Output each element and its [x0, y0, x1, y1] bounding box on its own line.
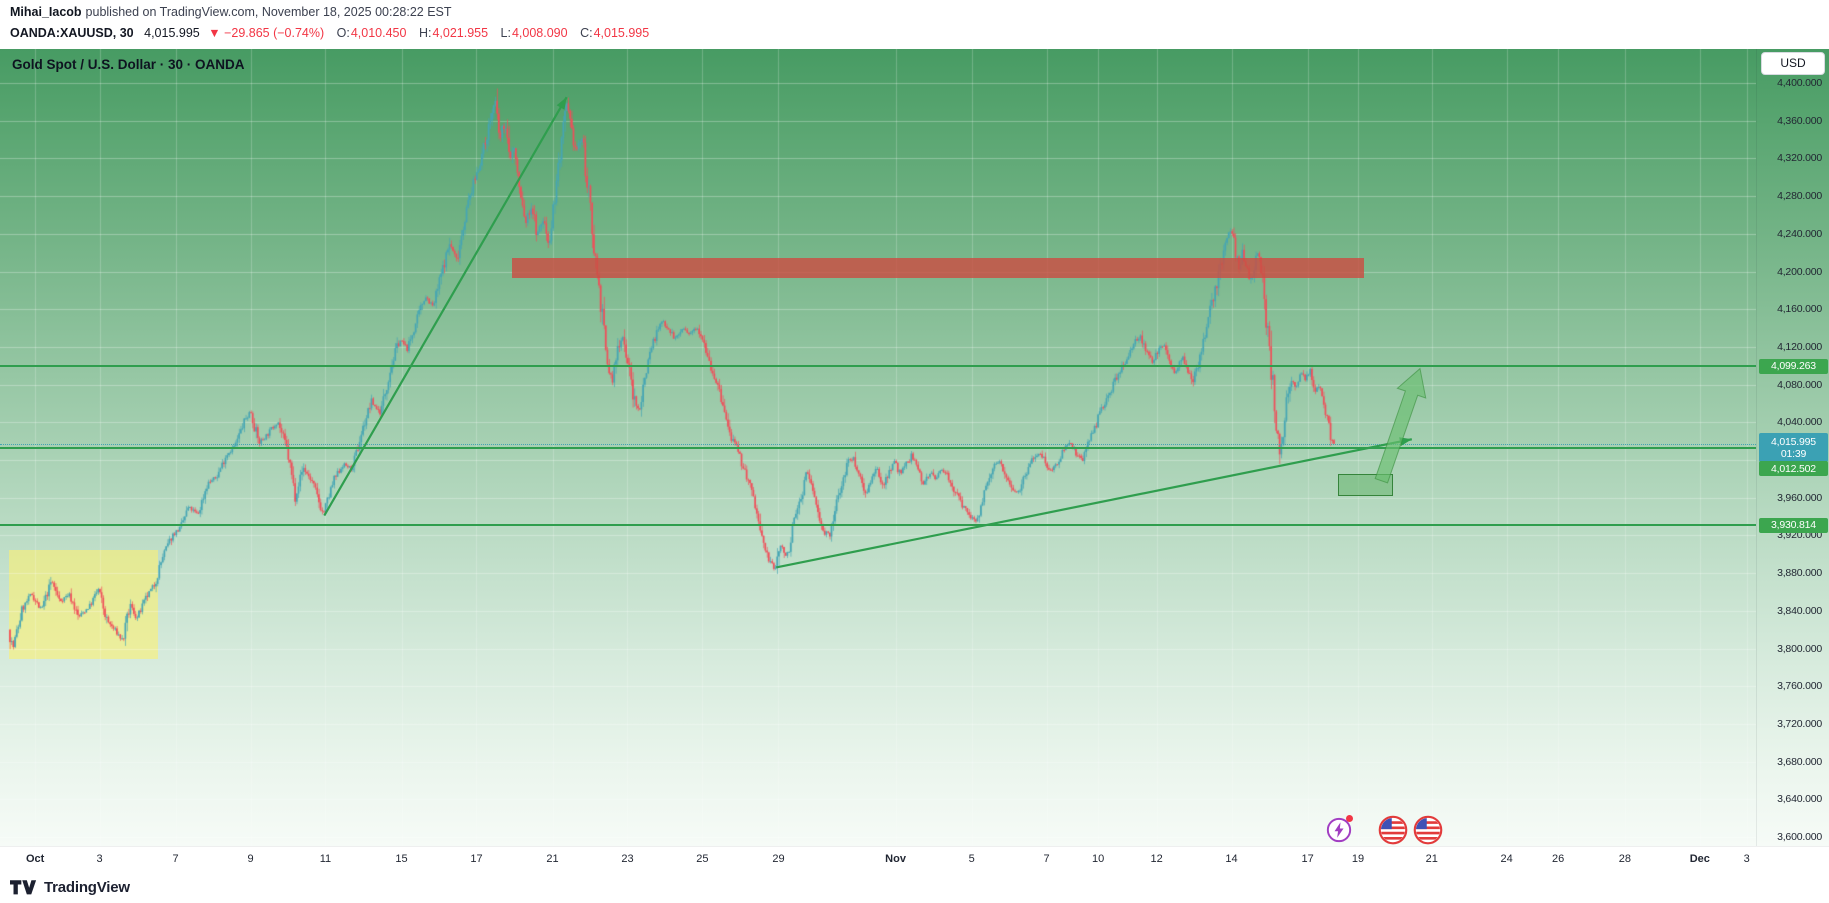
time-tick-label: 7	[1043, 853, 1050, 865]
time-tick-label: 10	[1091, 853, 1105, 865]
time-tick-label: 26	[1552, 853, 1565, 865]
price-tick-label: 3,600.000	[1777, 831, 1822, 843]
publish-header: Mihai_Iacob published on TradingView.com,…	[0, 0, 1829, 49]
time-tick-label: 9	[247, 853, 254, 865]
drawings-overlay	[323, 96, 1427, 569]
ohlc-low: L:4,008.090	[501, 26, 568, 40]
time-tick-label: Dec	[1689, 853, 1710, 865]
horizontal-line-4012502[interactable]	[0, 447, 1756, 450]
current-price-line[interactable]	[0, 443, 1756, 445]
tradingview-link[interactable]: TradingView	[10, 879, 130, 896]
trendline-2[interactable]	[775, 438, 1413, 569]
time-tick-label: 21	[546, 853, 559, 865]
current-price-label: 4,015.995 01:39	[1759, 433, 1828, 462]
time-tick-label: 15	[395, 853, 408, 865]
ohlc-open-label: O:	[336, 26, 350, 40]
time-tick-label: 7	[172, 853, 179, 865]
supply-zone[interactable]	[511, 258, 1364, 279]
ohlc-low-label: L:	[500, 26, 511, 40]
trendline-1-arrowhead[interactable]	[556, 97, 567, 110]
time-axis[interactable]: Oct 3 7 9 11 15 17 21 23 25 29 Nov 5 7 10 12 14 17 19 21 24 2…	[0, 846, 1829, 872]
usa-flag-reaction-icon[interactable]	[1413, 815, 1443, 845]
price-tick-label: 3,640.000	[1777, 793, 1822, 806]
publisher-name[interactable]: Mihai_Iacob	[10, 5, 82, 19]
price-tick-label: 3,680.000	[1777, 755, 1822, 768]
symbol-label: OANDA:XAUUSD, 30	[10, 26, 134, 40]
ohlc-high-label: H:	[418, 26, 432, 40]
ohlc-high-value: 4,021.955	[432, 26, 489, 40]
time-tick-label: 3	[1743, 853, 1750, 865]
price-level-label: 4,099.263	[1759, 358, 1828, 374]
price-tick-label: 4,320.000	[1777, 152, 1822, 165]
ohlc-close: C:4,015.995	[580, 26, 649, 40]
usa-flag-reaction-icon[interactable]	[1378, 815, 1408, 845]
price-change: −29.865 (−0.74%)	[224, 26, 325, 40]
time-tick-label: 3	[96, 853, 103, 865]
last-price: 4,015.995	[144, 26, 200, 40]
time-tick-label: 29	[772, 853, 785, 865]
chart-title: Gold Spot / U.S. Dollar · 30 · OANDA	[12, 57, 245, 72]
notification-dot	[1346, 815, 1353, 822]
time-tick-label: 17	[1301, 853, 1314, 865]
time-tick-label: 24	[1500, 853, 1513, 865]
ohlc-open: O:4,010.450	[337, 26, 407, 40]
ohlc-open-value: 4,010.450	[350, 26, 407, 40]
price-tick-label: 3,840.000	[1777, 604, 1822, 617]
tradingview-wordmark: TradingView	[44, 879, 130, 896]
currency-button[interactable]: USD	[1761, 52, 1825, 75]
lightning-reaction-icon[interactable]	[1326, 815, 1353, 843]
price-level-label: 3,930.814	[1759, 517, 1828, 533]
time-tick-label: 5	[968, 853, 975, 865]
countdown-timer: 01:39	[1780, 447, 1807, 460]
time-tick-label: 21	[1425, 853, 1438, 865]
footer: TradingView	[0, 872, 1829, 903]
time-tick-label: 12	[1150, 853, 1163, 865]
horizontal-line-3930814[interactable]	[0, 524, 1756, 527]
price-tick-label: 4,240.000	[1777, 227, 1822, 240]
bullish-arrow-annotation[interactable]	[1374, 367, 1427, 484]
change-direction-icon: ▼	[208, 26, 221, 40]
time-tick-label: Nov	[885, 853, 906, 865]
time-tick-label: 25	[696, 853, 709, 865]
current-price-value: 4,015.995	[1771, 435, 1816, 448]
horizontal-line-4099263[interactable]	[0, 365, 1756, 368]
publish-line: Mihai_Iacob published on TradingView.com,…	[10, 5, 452, 19]
price-tick-label: 4,040.000	[1777, 416, 1822, 429]
tradingview-logo-icon	[10, 880, 37, 895]
price-tick-label: 3,800.000	[1777, 642, 1822, 655]
price-tick-label: 4,080.000	[1777, 378, 1822, 391]
ohlc-close-value: 4,015.995	[593, 26, 650, 40]
price-tick-label: 4,280.000	[1777, 190, 1822, 203]
symbol-legend: OANDA:XAUUSD, 30 4,015.995 ▼ −29.865 (−0…	[10, 26, 649, 40]
chart-area[interactable]: Gold Spot / U.S. Dollar · 30 · OANDA USD	[0, 49, 1829, 846]
price-tick-label: 4,200.000	[1777, 265, 1822, 278]
price-axis[interactable]: 4,015.995 01:39 4,400.000 4,360.000 4,320.…	[1756, 49, 1829, 846]
time-tick-label: 17	[470, 853, 483, 865]
time-tick-label: 28	[1618, 853, 1631, 865]
price-tick-label: 4,400.000	[1777, 77, 1822, 89]
time-tick-label: 23	[621, 853, 634, 865]
time-tick-label: 19	[1351, 853, 1365, 865]
ohlc-low-value: 4,008.090	[511, 26, 568, 40]
price-tick-label: 3,720.000	[1777, 717, 1822, 730]
time-tick-label: 14	[1225, 853, 1238, 865]
trendline-1[interactable]	[323, 96, 568, 517]
publish-info: published on TradingView.com, November 1…	[85, 5, 452, 19]
ohlc-close-label: C:	[580, 26, 593, 40]
levels-layer	[0, 49, 1829, 846]
time-tick-label: 11	[319, 853, 332, 865]
price-tick-label: 4,360.000	[1777, 114, 1822, 127]
price-level-label: 4,012.502	[1759, 461, 1828, 476]
price-tick-label: 3,960.000	[1777, 491, 1822, 504]
price-tick-label: 3,760.000	[1777, 680, 1822, 693]
time-tick-label: Oct	[25, 853, 45, 865]
ohlc-high: H:4,021.955	[419, 26, 488, 40]
price-tick-label: 4,160.000	[1777, 303, 1822, 316]
price-tick-label: 3,880.000	[1777, 567, 1822, 580]
price-tick-label: 4,120.000	[1777, 340, 1822, 353]
